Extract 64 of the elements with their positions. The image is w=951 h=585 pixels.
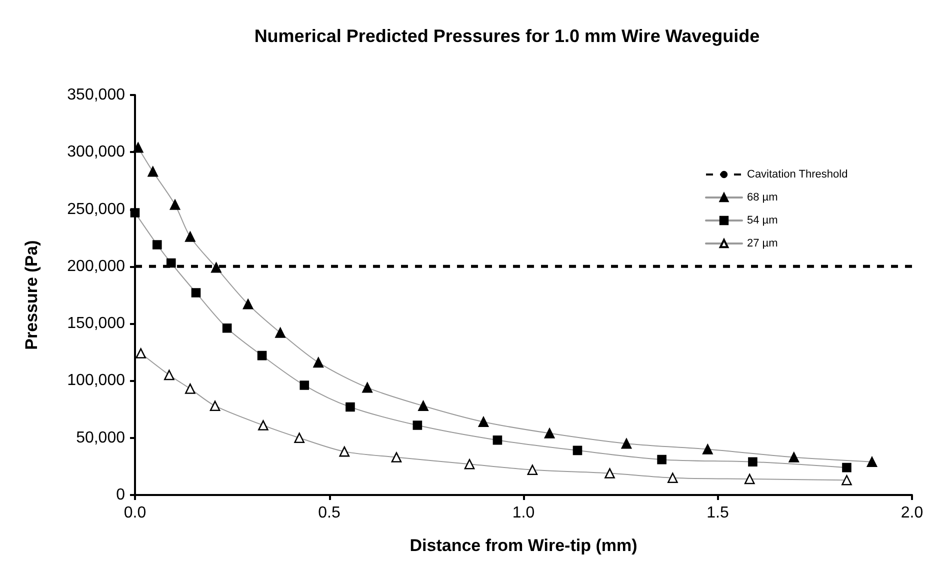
point	[842, 474, 852, 486]
point	[164, 370, 174, 380]
y-tick-label: 300,000	[67, 144, 126, 161]
point	[136, 348, 146, 358]
point	[300, 380, 310, 390]
point	[788, 452, 800, 462]
point	[242, 298, 254, 310]
point	[339, 446, 350, 457]
point	[166, 258, 176, 268]
point	[152, 240, 162, 250]
point	[185, 232, 196, 242]
point	[258, 420, 268, 430]
y-tick-label: 250,000	[67, 200, 126, 218]
point	[744, 474, 755, 484]
chart-title: Numerical Predicted Pressures for 1.0 mm Wire Waveguide	[254, 26, 760, 46]
y-tick-label: 50,000	[76, 429, 126, 446]
y-tick-label: 100,000	[67, 372, 126, 390]
legend-label: 54 µm	[747, 214, 778, 226]
point	[657, 454, 666, 464]
point	[842, 462, 852, 472]
point	[130, 208, 140, 218]
point	[544, 428, 555, 438]
point	[185, 384, 196, 394]
point	[170, 200, 180, 210]
point	[478, 416, 489, 428]
x-tick-label: 2.0	[900, 504, 924, 522]
point	[294, 432, 304, 444]
point	[412, 420, 422, 430]
x-tick-label: 1.5	[706, 504, 729, 522]
point	[191, 288, 201, 298]
point	[604, 468, 615, 478]
y-tick-label: 350,000	[67, 86, 126, 104]
point	[572, 446, 582, 456]
x-tick-label: 1.0	[512, 504, 535, 522]
point	[313, 357, 324, 368]
point	[418, 400, 428, 412]
point	[275, 328, 286, 338]
point	[148, 166, 158, 177]
x-tick-label: 0.0	[124, 504, 146, 522]
x-axis-title: Distance from Wire-tip (mm)	[410, 536, 638, 555]
point	[362, 382, 372, 393]
legend-label: 68 µm	[747, 192, 778, 204]
point	[527, 464, 538, 476]
point	[210, 400, 220, 412]
y-tick-label: 0	[116, 486, 126, 504]
point	[668, 472, 678, 484]
point	[257, 350, 267, 360]
point	[222, 323, 232, 333]
y-tick-label: 150,000	[67, 315, 126, 332]
point	[211, 262, 222, 273]
point	[391, 452, 402, 462]
point	[866, 456, 878, 468]
legend-label: 27 µm	[747, 238, 778, 250]
legend-label: Cavitation Threshold	[747, 168, 848, 180]
point	[702, 444, 713, 454]
point	[346, 402, 355, 412]
point	[132, 142, 144, 153]
y-tick-label: 200,000	[67, 258, 126, 275]
x-tick-label: 0.5	[318, 504, 340, 522]
point	[464, 458, 475, 470]
point	[492, 435, 502, 445]
point	[621, 438, 632, 449]
point	[748, 457, 758, 467]
y-axis-title: Pressure (Pa)	[22, 240, 41, 350]
